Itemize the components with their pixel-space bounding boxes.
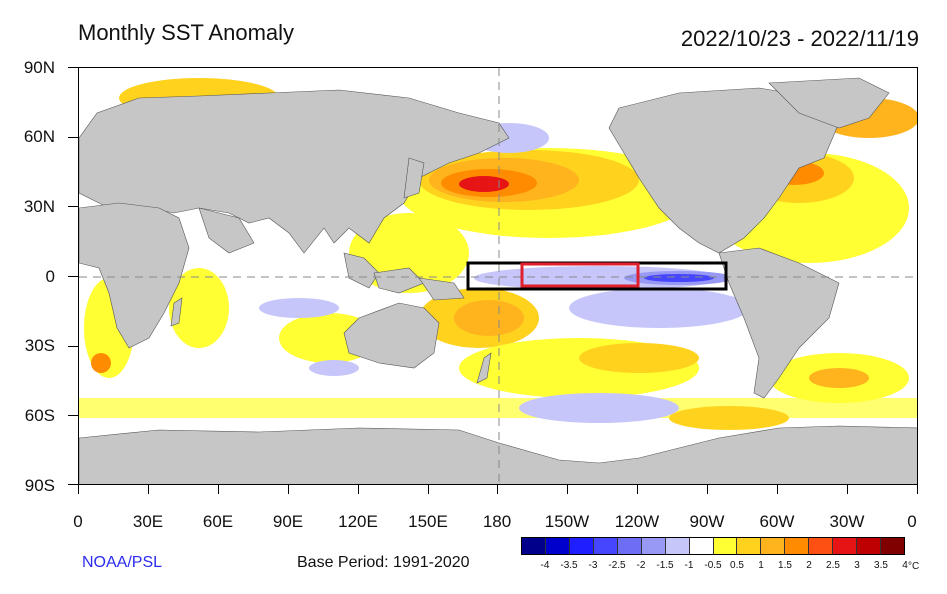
legend-swatch	[809, 538, 834, 554]
legend-swatch	[617, 538, 642, 554]
legend-label: -2.5	[608, 560, 626, 571]
legend-label: -1.5	[656, 560, 674, 571]
x-tick	[497, 485, 498, 494]
x-label: 90W	[689, 512, 725, 531]
credit-label: NOAA/PSL	[82, 554, 163, 571]
y-tick	[68, 206, 78, 207]
legend-label: 3.5	[874, 560, 888, 571]
y-label: 60N	[23, 127, 55, 146]
legend-label: 3	[854, 560, 860, 571]
land-masses	[79, 77, 917, 484]
y-label: 0	[45, 267, 55, 286]
legend-label: 1.5	[778, 560, 792, 571]
legend-swatch	[522, 538, 546, 554]
legend-swatch	[857, 538, 882, 554]
legend-label: -2	[636, 560, 646, 571]
x-tick	[148, 485, 149, 494]
x-label: 150W	[544, 512, 590, 531]
y-tick	[68, 415, 78, 416]
x-label: 90E	[272, 512, 304, 531]
legend-swatch	[641, 538, 666, 554]
legend-swatch	[569, 538, 594, 554]
anomaly-fields	[79, 78, 917, 430]
legend-label: -4	[540, 560, 550, 571]
x-tick	[567, 485, 568, 494]
x-tick	[847, 485, 848, 494]
legend-label: 4	[902, 560, 908, 571]
y-tick	[68, 484, 78, 485]
legend-swatch	[545, 538, 570, 554]
legend-swatch	[593, 538, 618, 554]
x-tick	[637, 485, 638, 494]
x-label: 150E	[408, 512, 448, 531]
legend-label: -3	[588, 560, 598, 571]
legend-swatch	[881, 538, 904, 554]
x-tick	[288, 485, 289, 494]
y-tick	[68, 137, 78, 138]
y-tick	[68, 346, 78, 347]
y-label: 60S	[24, 406, 55, 425]
legend-unit: °C	[908, 561, 920, 572]
legend-label: 0.5	[730, 560, 744, 571]
legend-swatch	[833, 538, 858, 554]
x-label: 180	[482, 512, 512, 531]
nino4-box	[520, 262, 640, 288]
x-label: 60E	[202, 512, 234, 531]
map-frame	[78, 67, 918, 485]
legend-swatch	[761, 538, 786, 554]
legend-label: 1	[758, 560, 764, 571]
legend-swatch	[785, 538, 810, 554]
x-label: 120W	[614, 512, 660, 531]
x-tick	[777, 485, 778, 494]
x-tick	[218, 485, 219, 494]
base-period-label: Base Period: 1991-2020	[297, 554, 470, 571]
y-label: 30S	[24, 336, 55, 355]
x-tick	[78, 485, 79, 494]
legend-swatch	[713, 538, 738, 554]
color-legend	[521, 537, 905, 555]
y-tick	[68, 276, 78, 277]
x-tick	[358, 485, 359, 494]
map-title: Monthly SST Anomaly	[78, 20, 295, 45]
x-tick	[707, 485, 708, 494]
x-tick	[428, 485, 429, 494]
legend-label: -0.5	[704, 560, 722, 571]
legend-label: -3.5	[560, 560, 578, 571]
date-range: 2022/10/23 - 2022/11/19	[680, 26, 919, 51]
x-label: 0	[73, 512, 83, 531]
x-label: 0	[907, 512, 917, 531]
legend-swatch	[737, 538, 762, 554]
legend-swatch	[665, 538, 690, 554]
y-label: 90S	[24, 476, 55, 495]
y-label: 30N	[23, 197, 55, 216]
legend-label: 2.5	[826, 560, 840, 571]
y-tick	[68, 67, 78, 68]
y-label: 90N	[23, 58, 55, 77]
x-tick	[917, 485, 918, 494]
x-label: 30E	[132, 512, 164, 531]
sst-map	[79, 68, 917, 484]
x-label: 120E	[338, 512, 378, 531]
legend-label: 2	[806, 560, 812, 571]
x-label: 60W	[759, 512, 795, 531]
legend-label: -1	[684, 560, 694, 571]
x-label: 30W	[829, 512, 865, 531]
legend-swatch	[689, 538, 714, 554]
